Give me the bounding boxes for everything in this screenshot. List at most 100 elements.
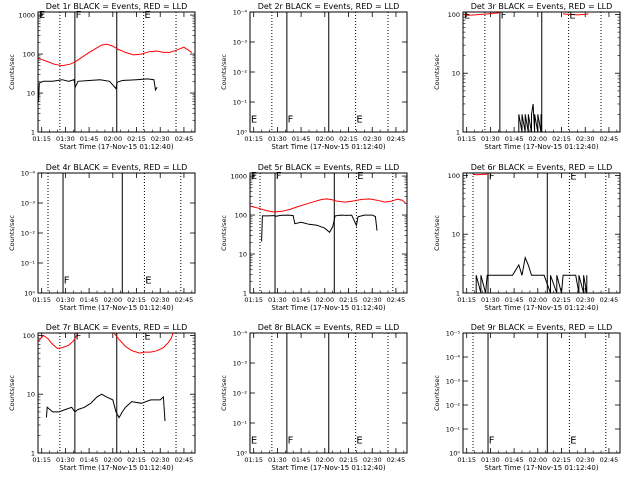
x-tick-label: 02:00	[528, 456, 547, 464]
x-tick-label: 01:30	[481, 135, 500, 143]
x-tick-label: 01:15	[32, 456, 51, 464]
x-tick-label: 01:45	[80, 456, 99, 464]
x-tick-label: 02:15	[127, 456, 146, 464]
x-tick-label: 01:45	[292, 135, 311, 143]
plot-frame	[249, 172, 408, 294]
x-tick-label: 02:30	[151, 456, 170, 464]
lld-series-line	[38, 333, 79, 350]
time-flag-marker: F	[489, 436, 495, 447]
y-tick-label: 10⁻²	[446, 402, 461, 410]
y-tick-label: 10⁻⁵	[446, 330, 461, 338]
y-tick-label: 10⁻³	[446, 378, 461, 386]
time-flag-marker: F	[288, 115, 294, 126]
x-tick-label: 02:30	[576, 296, 595, 304]
x-tick-label: 02:30	[151, 296, 170, 304]
x-tick-label: 01:15	[32, 135, 51, 143]
x-tick-label: 01:30	[481, 456, 500, 464]
x-tick-label: 02:15	[339, 135, 358, 143]
y-tick-label: 10	[239, 251, 247, 259]
time-flag-marker: F	[489, 171, 495, 182]
y-tick-label: 10⁻¹	[233, 99, 248, 107]
y-tick-label: 1	[243, 290, 247, 298]
events-series-line	[38, 78, 158, 102]
panel-title: Det 9r BLACK = Events, RED = LLD	[471, 323, 613, 332]
x-tick-label: 02:15	[127, 135, 146, 143]
time-flag-marker: E	[464, 10, 470, 21]
panel-title: Det 6r BLACK = Events, RED = LLD	[471, 163, 613, 172]
x-tick-label: 01:15	[457, 296, 476, 304]
y-tick-label: 10⁰	[236, 129, 247, 137]
x-axis-label: Start Time (17-Nov-15 01:12:40)	[271, 464, 385, 472]
x-tick-label: 02:45	[175, 296, 194, 304]
panel-title: Det 8r BLACK = Events, RED = LLD	[258, 323, 400, 332]
y-tick-label: 10⁻²	[233, 69, 248, 77]
x-tick-label: 02:45	[387, 456, 406, 464]
events-series-line	[518, 103, 542, 132]
plot-frame	[37, 172, 196, 294]
panel-title: Det 1r BLACK = Events, RED = LLD	[46, 2, 188, 11]
y-axis-label: Counts/sec	[8, 54, 16, 90]
y-tick-label: 10⁻⁴	[233, 330, 248, 338]
y-tick-label: 10⁰	[24, 290, 35, 298]
plot-frame	[462, 332, 621, 454]
y-tick-label: 1000	[230, 173, 247, 181]
x-tick-label: 02:00	[103, 456, 122, 464]
x-tick-label: 02:15	[552, 456, 571, 464]
y-axis-label: Counts/sec	[433, 375, 441, 411]
panel-det-1: Det 1r BLACK = Events, RED = LLD Counts/s…	[8, 2, 196, 151]
plot-frame	[462, 172, 621, 294]
y-tick-label: 100	[23, 51, 35, 59]
y-axis-label: Counts/sec	[433, 54, 441, 90]
y-tick-label: 10	[452, 231, 460, 239]
time-flag-marker: E	[357, 171, 363, 182]
x-tick-label: 02:15	[339, 456, 358, 464]
x-tick-label: 02:45	[387, 135, 406, 143]
x-tick-label: 01:30	[268, 456, 287, 464]
x-tick-label: 02:30	[151, 135, 170, 143]
y-axis-label: Counts/sec	[220, 54, 228, 90]
x-tick-label: 02:15	[552, 296, 571, 304]
time-flag-marker: F	[501, 10, 507, 21]
x-tick-label: 01:30	[56, 135, 75, 143]
x-axis-label: Start Time (17-Nov-15 01:12:40)	[59, 304, 173, 312]
panel-det-6: Det 6r BLACK = Events, RED = LLD Counts/s…	[433, 163, 621, 312]
panel-det-4: Det 4r BLACK = Events, RED = LLD Counts/s…	[8, 163, 196, 312]
x-axis-label: Start Time (17-Nov-15 01:12:40)	[484, 143, 598, 151]
events-series-line	[261, 214, 378, 242]
x-tick-label: 01:45	[80, 296, 99, 304]
x-tick-label: 02:45	[175, 135, 194, 143]
time-flag-marker: F	[276, 171, 282, 182]
x-tick-label: 02:00	[528, 296, 547, 304]
panel-title: Det 3r BLACK = Events, RED = LLD	[471, 2, 613, 11]
x-tick-label: 02:45	[600, 296, 619, 304]
time-flag-marker: E	[356, 436, 362, 447]
x-tick-label: 01:15	[32, 296, 51, 304]
x-tick-label: 01:15	[457, 456, 476, 464]
y-axis-label: Counts/sec	[8, 215, 16, 251]
time-flag-marker: E	[251, 436, 257, 447]
y-tick-label: 10⁻²	[21, 230, 36, 238]
time-flag-marker: E	[251, 171, 257, 182]
y-tick-label: 10	[27, 391, 35, 399]
x-tick-label: 01:30	[56, 296, 75, 304]
y-tick-label: 1000	[18, 12, 35, 20]
y-tick-label: 10⁻³	[233, 39, 248, 47]
time-flag-marker: E	[356, 115, 362, 126]
lld-series-line	[463, 12, 500, 16]
y-tick-label: 100	[235, 212, 247, 220]
panel-det-2: Det 2r BLACK = Events, RED = LLD Counts/s…	[220, 2, 408, 151]
y-axis-label: Counts/sec	[433, 215, 441, 251]
y-tick-label: 100	[448, 11, 460, 19]
lld-series-line	[472, 173, 488, 176]
lld-series-line	[38, 43, 193, 67]
y-tick-label: 10⁻³	[233, 360, 248, 368]
y-tick-label: 1	[456, 290, 460, 298]
x-axis-label: Start Time (17-Nov-15 01:12:40)	[271, 304, 385, 312]
panel-title: Det 4r BLACK = Events, RED = LLD	[46, 163, 188, 172]
y-tick-label: 10⁻⁴	[21, 170, 36, 178]
time-flag-marker: E	[145, 276, 151, 287]
time-flag-marker: E	[251, 115, 257, 126]
x-tick-label: 01:45	[505, 456, 524, 464]
x-tick-label: 01:15	[244, 135, 263, 143]
panel-det-8: Det 8r BLACK = Events, RED = LLD Counts/s…	[220, 323, 408, 472]
